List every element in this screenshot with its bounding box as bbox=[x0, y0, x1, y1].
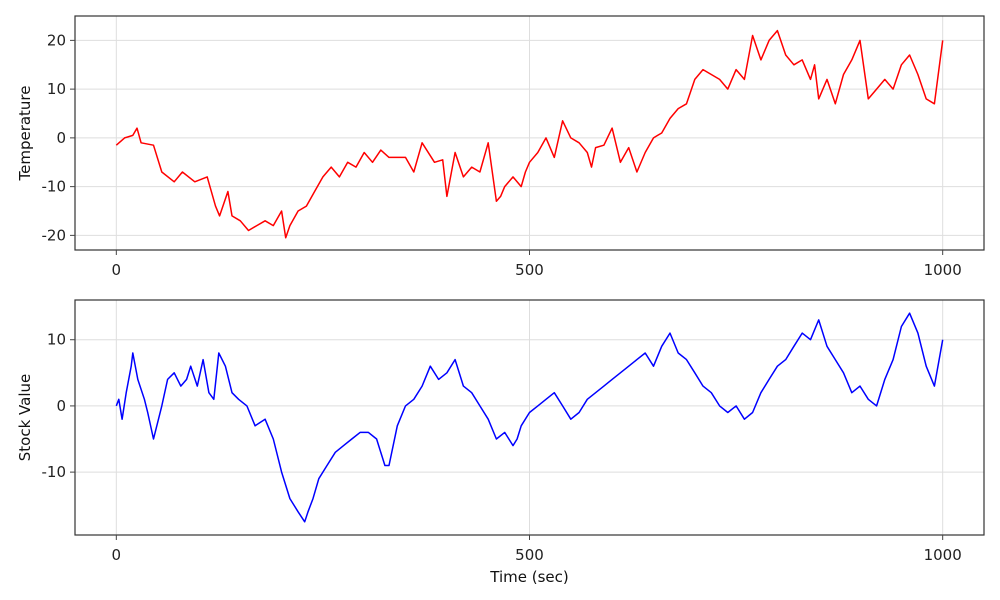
stock-value-grid bbox=[75, 300, 984, 535]
temperature-ticks: 0 500 1000 -20 -10 0 10 20 bbox=[42, 31, 962, 279]
temperature-panel: 0 500 1000 -20 -10 0 10 20 Temperature bbox=[16, 15, 985, 279]
temperature-grid bbox=[75, 16, 984, 250]
stock-value-y-tick-label: 0 bbox=[56, 397, 66, 415]
stock-value-x-tick-label: 0 bbox=[112, 546, 122, 564]
stock-value-x-tick-label: 1000 bbox=[924, 546, 962, 564]
stock-value-x-tick-label: 500 bbox=[515, 546, 544, 564]
stock-value-y-tick-label: -10 bbox=[42, 463, 67, 481]
stock-value-y-tick-label: 10 bbox=[47, 331, 66, 349]
temperature-x-tick-label: 0 bbox=[112, 261, 122, 279]
temperature-y-tick-label: 0 bbox=[56, 129, 66, 147]
stock-value-line bbox=[115, 312, 944, 523]
temperature-x-tick-label: 1000 bbox=[924, 261, 962, 279]
stock-value-y-axis-label: Stock Value bbox=[16, 374, 34, 461]
stock-value-ticks: 0 500 1000 -10 0 10 bbox=[42, 331, 962, 564]
stock-value-panel: 0 500 1000 -10 0 10 Stock Value Time (sec) bbox=[16, 299, 985, 586]
temperature-x-tick-label: 500 bbox=[515, 261, 544, 279]
temperature-y-tick-label: 10 bbox=[47, 80, 66, 98]
temperature-y-tick-label: -20 bbox=[42, 226, 67, 244]
temperature-line bbox=[115, 29, 944, 239]
temperature-y-tick-label: 20 bbox=[47, 31, 66, 49]
time-x-axis-label: Time (sec) bbox=[489, 568, 568, 586]
temperature-y-tick-label: -10 bbox=[42, 178, 67, 196]
temperature-y-axis-label: Temperature bbox=[16, 85, 34, 181]
